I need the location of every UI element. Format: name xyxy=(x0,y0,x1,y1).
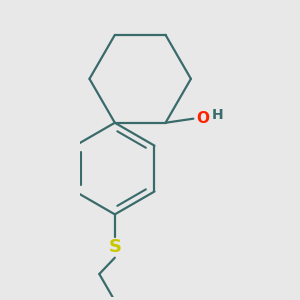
Text: S: S xyxy=(108,238,121,256)
Text: O: O xyxy=(196,111,210,126)
Text: H: H xyxy=(212,108,224,122)
